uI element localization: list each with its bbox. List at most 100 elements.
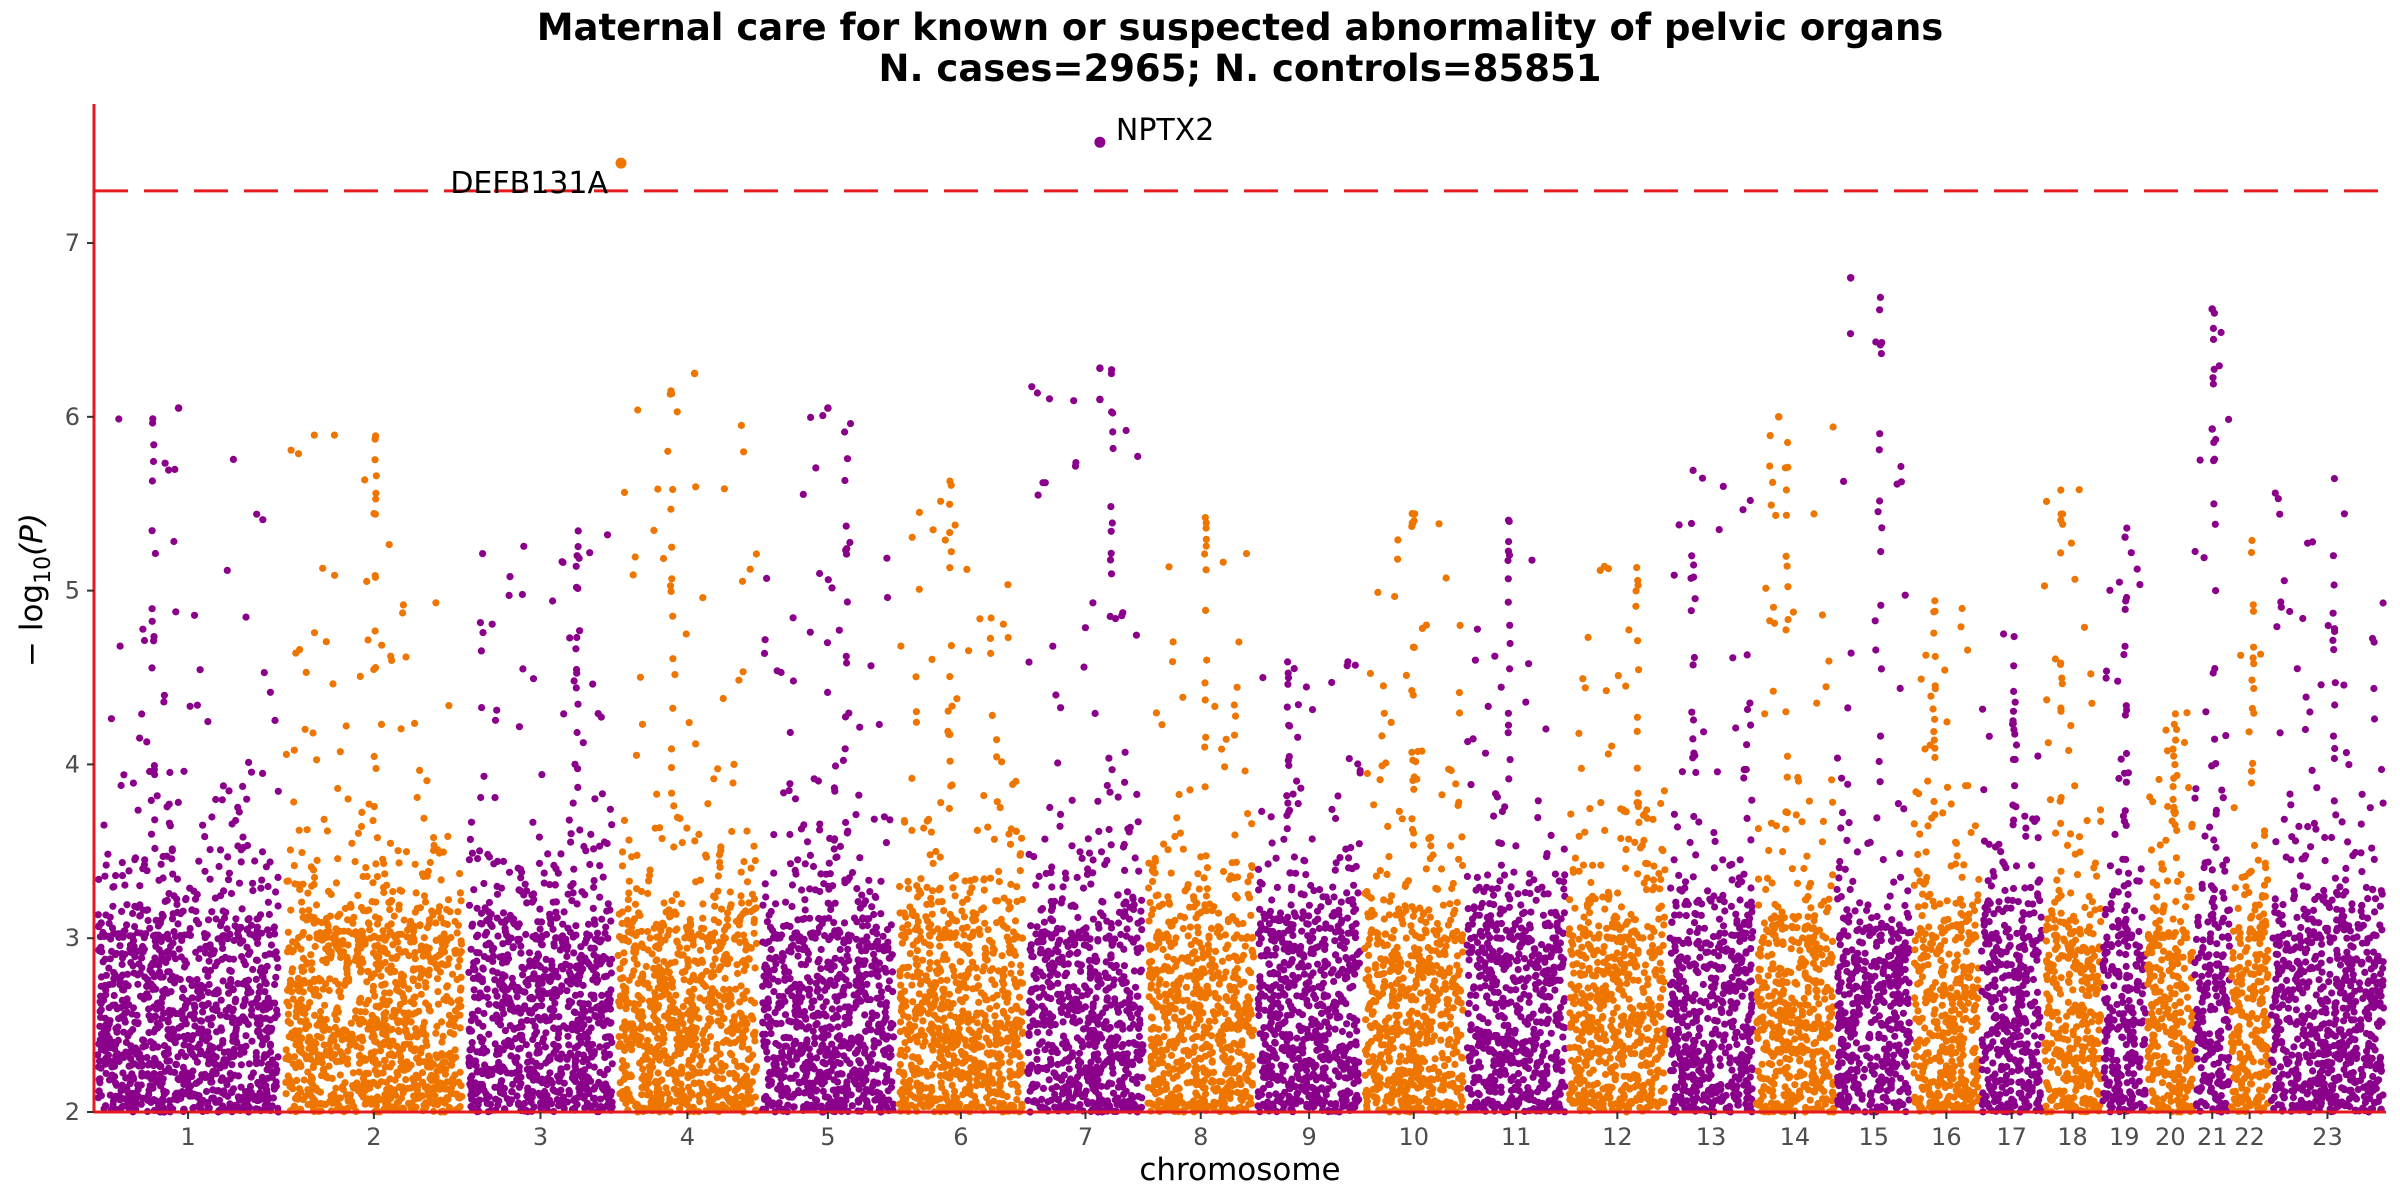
snp-point [324,887,333,896]
snp-point [201,833,209,841]
snp-point [658,1027,667,1035]
snp-point [386,1042,394,1050]
snp-point [104,850,112,858]
snp-point [616,1002,624,1010]
snp-point [825,859,833,867]
snp-point [369,817,377,825]
snp-point [576,627,584,635]
snp-point [130,1099,138,1107]
snp-point [843,598,852,606]
snp-point [254,1027,262,1035]
snp-point [993,1002,1001,1010]
snp-point [180,1032,188,1041]
snp-point [259,973,267,981]
snp-point [289,995,297,1003]
snp-point [760,1037,768,1045]
snp-point [798,886,806,894]
snp-point [155,999,163,1007]
snp-point [863,996,872,1004]
snp-point [836,842,845,851]
snp-point [109,902,117,910]
snp-point [343,953,351,961]
snp-point [509,980,517,988]
snp-point [327,954,335,962]
snp-point [156,1070,164,1078]
snp-point [297,996,305,1004]
snp-point [440,930,448,938]
snp-point [811,1040,819,1048]
snp-point [782,1042,791,1050]
snp-point [632,1102,640,1110]
snp-point [139,906,147,914]
snp-point [417,942,425,950]
snp-point [249,1069,257,1077]
snp-point [364,636,372,644]
snp-point [573,728,581,737]
snp-point [622,984,630,992]
snp-point [329,934,337,942]
snp-point [395,1028,403,1036]
snp-point [821,932,829,940]
snp-point [189,1104,197,1112]
snp-point [521,880,529,888]
snp-point [600,838,609,846]
snp-point [97,1046,105,1054]
snp-point [118,907,126,916]
snp-point [109,930,117,938]
snp-point [599,873,607,881]
snp-point [206,846,214,854]
snp-point [498,1077,506,1085]
snp-point [131,949,139,957]
snp-point [212,795,220,804]
snp-point [102,861,110,869]
snp-point [517,865,525,874]
snp-point [499,981,507,989]
snp-point [271,716,279,725]
snp-point [590,1085,598,1093]
snp-point [357,903,366,912]
snp-point [885,954,893,962]
snp-point [638,1008,646,1016]
snp-point [129,779,137,787]
snp-point [538,1101,547,1109]
chromosome-6-points [895,477,1027,1116]
snp-point [558,982,566,990]
snp-point [767,907,775,916]
snp-point [451,1007,460,1015]
snp-point [649,1100,657,1108]
snp-point [413,904,421,913]
snp-point [566,634,574,642]
snp-point [766,1023,774,1031]
snp-point [574,543,582,551]
snp-point [728,1029,737,1038]
snp-point [401,1059,409,1067]
snp-point [134,1020,142,1028]
snp-point [319,564,327,572]
snp-point [195,857,203,865]
snp-point [803,1100,811,1108]
snp-point [244,976,253,984]
snp-point [111,970,119,979]
snp-point [175,945,183,953]
snp-point [173,900,181,909]
snp-point [385,1089,393,1097]
snp-point [679,1003,687,1011]
snp-point [456,889,464,897]
snp-point [334,855,342,863]
snp-point [152,916,160,925]
snp-point [204,1099,212,1107]
snp-point [889,1033,898,1041]
snp-point [846,420,855,428]
snp-point [835,626,843,634]
snp-point [134,980,142,988]
snp-point [296,646,304,654]
snp-point [411,1045,419,1053]
snp-point [253,1097,261,1105]
snp-point [496,1015,504,1023]
snp-point [338,1036,346,1044]
snp-point [565,816,573,824]
snp-point [719,694,727,703]
snp-point [399,609,407,617]
snp-point [325,1062,333,1070]
snp-point [773,667,781,675]
